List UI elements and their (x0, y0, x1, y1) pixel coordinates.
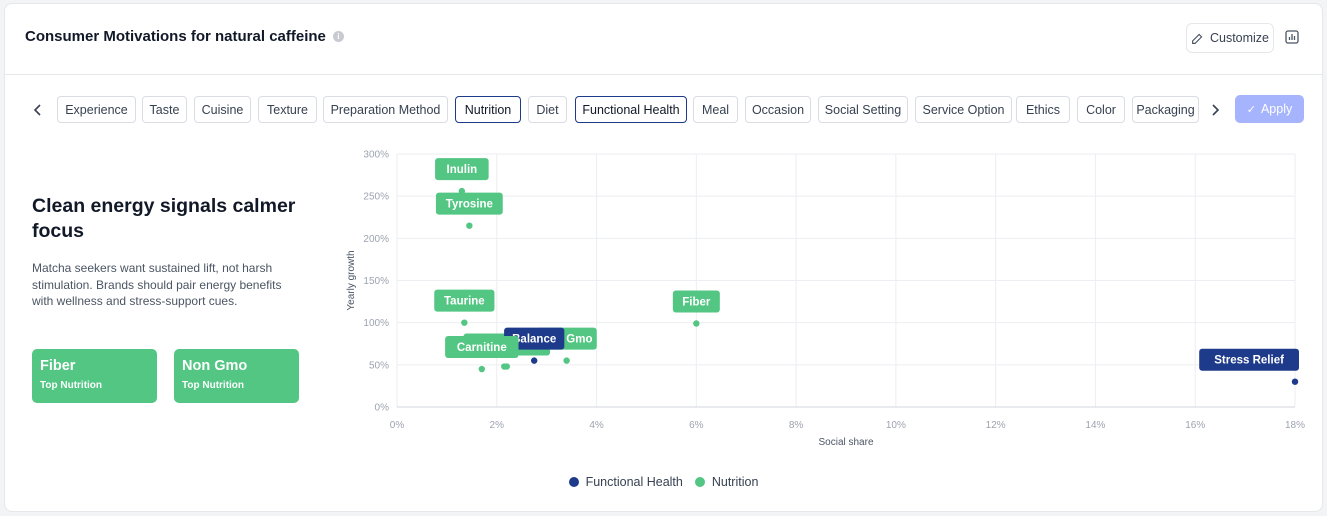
point-label-bg (435, 158, 489, 181)
filter-chip-ethics[interactable]: Ethics (1016, 96, 1070, 123)
x-tick-label: 18% (1285, 420, 1305, 431)
filter-chip-packaging[interactable]: Packaging (1132, 96, 1199, 123)
y-tick-label: 100% (363, 318, 389, 329)
point-label-bg (672, 290, 720, 313)
stat-card-2: Non Gmo Top Nutrition (174, 349, 299, 403)
filter-chip-experience[interactable]: Experience (57, 96, 136, 123)
y-axis-label: Yearly growth (346, 250, 357, 310)
filter-chip-occasion[interactable]: Occasion (745, 96, 811, 123)
filter-chip-cuisine[interactable]: Cuisine (194, 96, 251, 123)
stat-value: Fiber (40, 358, 76, 374)
card-header: Consumer Motivations for natural caffein… (5, 4, 1322, 75)
scroll-right-icon[interactable] (1207, 101, 1223, 119)
filter-bar: Experience Taste Cuisine Texture Preparation… (5, 95, 1322, 125)
check-icon: ✓ (1246, 103, 1256, 116)
legend-label: Nutrition (711, 475, 759, 489)
legend-item-functional-health[interactable]: Functional Health (568, 475, 683, 489)
data-point-balance (530, 357, 538, 364)
point-label: Carnitine (457, 342, 507, 354)
insight-headline: Clean energy signals calmer focus (32, 195, 296, 242)
filter-chip-texture[interactable]: Texture (258, 96, 317, 123)
x-tick-label: 8% (789, 420, 804, 431)
x-tick-label: 6% (689, 420, 704, 431)
x-tick-label: 10% (886, 420, 906, 431)
point-label-bg (445, 336, 519, 359)
chart-card: Consumer Motivations for natural caffein… (4, 3, 1323, 512)
chart-export-icon[interactable] (1284, 29, 1300, 45)
y-tick-label: 0% (375, 403, 390, 414)
y-tick-label: 50% (369, 360, 389, 371)
x-tick-label: 0% (390, 420, 405, 431)
data-point-taurine (461, 319, 468, 326)
filter-chip-functional-health[interactable]: Functional Health (575, 96, 687, 123)
filter-chip-social-setting[interactable]: Social Setting (818, 96, 908, 123)
filter-chip-diet[interactable]: Diet (528, 96, 567, 123)
stat-card-1: Fiber Top Nutrition (32, 349, 157, 403)
scatter-chart: 0% 2% 4% 6% 8% 10% 12% 14% 16% 18% 0% 50% 100% 150% 20… (346, 150, 1305, 448)
apply-button[interactable]: ✓ Apply (1235, 95, 1304, 123)
customize-label: Customize (1209, 31, 1270, 45)
legend-label: Functional Health (585, 475, 683, 489)
legend-dot (694, 477, 705, 487)
card-title: Consumer Motivations for natural caffein… (25, 28, 344, 45)
legend-item-nutrition[interactable]: Nutrition (694, 475, 759, 489)
data-point-healthy-fat (503, 363, 510, 370)
point-label: Fiber (682, 297, 711, 309)
x-tick-label: 14% (1085, 420, 1105, 431)
info-icon[interactable]: i (332, 31, 344, 42)
filter-chip-meal[interactable]: Meal (693, 96, 738, 123)
x-tick-label: 2% (490, 420, 505, 431)
filter-chip-color[interactable]: Color (1077, 96, 1125, 123)
stat-label: Top Nutrition (40, 380, 103, 391)
data-point-stress-relief (1291, 378, 1299, 385)
point-label: Balance (512, 334, 556, 346)
point-label-bg (434, 289, 495, 312)
insight-description: Matcha seekers want sustained lift, not … (32, 261, 282, 308)
edit-icon (1192, 33, 1203, 44)
filter-chip-preparation-method[interactable]: Preparation Method (323, 96, 448, 123)
data-point-non-gmo (563, 357, 570, 364)
filter-chip-service-option[interactable]: Service Option (915, 96, 1012, 123)
y-tick-label: 300% (363, 150, 389, 161)
card-title-text: Consumer Motivations for natural caffein… (25, 28, 326, 45)
point-label: Stress Relief (1214, 355, 1284, 367)
data-point-carnitine (478, 365, 486, 373)
x-tick-label: 4% (589, 420, 604, 431)
x-axis-label: Social share (818, 437, 873, 447)
y-tick-label: 200% (363, 234, 389, 245)
point-label: Taurine (444, 296, 485, 308)
customize-button[interactable]: Customize (1186, 23, 1274, 53)
data-point-fiber (693, 320, 700, 327)
filter-chip-nutrition[interactable]: Nutrition (455, 96, 521, 123)
point-label: Tyrosine (446, 199, 493, 211)
x-tick-label: 16% (1185, 420, 1205, 431)
chart-legend: Functional Health Nutrition (5, 475, 1322, 489)
point-label-bg (504, 327, 565, 350)
y-tick-label: 150% (363, 276, 389, 287)
stat-value: Non Gmo (182, 358, 248, 374)
x-tick-label: 12% (986, 420, 1006, 431)
data-point-tyrosine (466, 222, 473, 229)
point-label: Inulin (447, 164, 478, 176)
point-label-bg (435, 192, 503, 215)
legend-dot (568, 477, 579, 487)
scroll-left-icon[interactable] (30, 101, 46, 119)
filter-chip-taste[interactable]: Taste (142, 96, 187, 123)
stat-label: Top Nutrition (182, 380, 245, 391)
apply-label: Apply (1260, 102, 1293, 116)
y-tick-label: 250% (363, 192, 389, 203)
point-label-bg (1199, 348, 1299, 371)
